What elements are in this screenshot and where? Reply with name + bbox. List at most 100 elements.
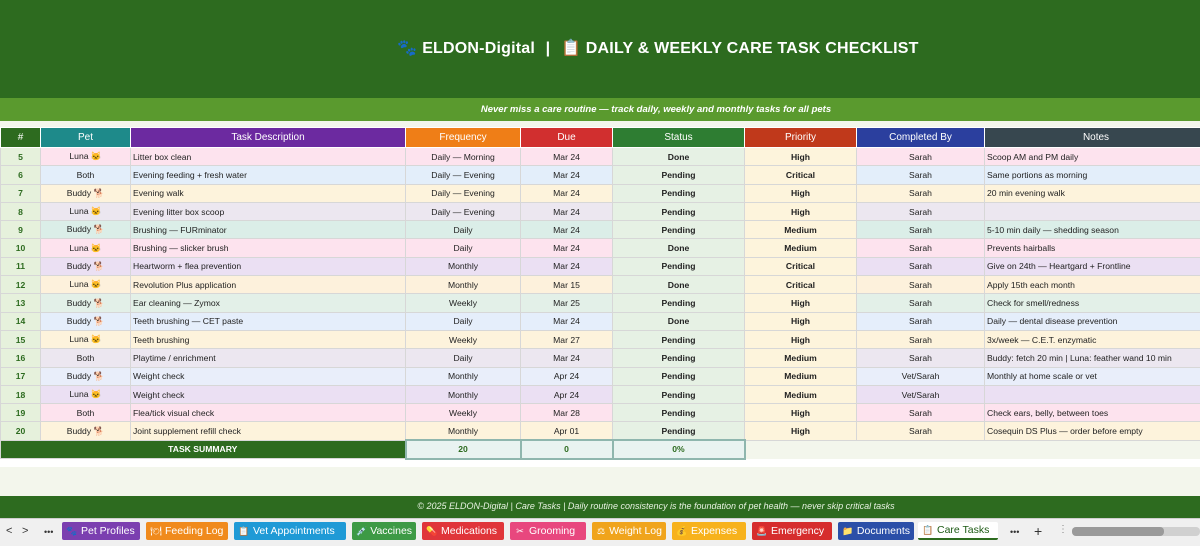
notes-cell[interactable]: 5-10 min daily — shedding season [984,220,1200,240]
due-cell[interactable]: Apr 01 [520,421,613,441]
frequency-cell[interactable]: Monthly [405,256,521,277]
sheet-tab-pet-profiles[interactable]: 🐾 Pet Profiles [62,522,140,540]
status-cell[interactable]: Pending [612,165,745,185]
row-number[interactable]: 5 [0,146,41,167]
col-header-due[interactable]: Due [520,127,613,148]
col-header-completed-by[interactable]: Completed By [856,127,985,148]
notes-cell[interactable]: Give on 24th — Heartgard + Frontline [984,256,1200,277]
status-cell[interactable]: Done [612,275,745,295]
row-number[interactable]: 12 [0,275,41,295]
due-cell[interactable]: Mar 24 [520,146,613,167]
pet-cell[interactable]: Buddy 🐕 [40,311,131,331]
col-header-frequency[interactable]: Frequency [405,127,521,148]
more-tabs-button[interactable]: ••• [1010,527,1020,537]
completed-by-cell[interactable]: Sarah [856,220,985,240]
col-header-num[interactable]: # [0,127,41,148]
row-number[interactable]: 6 [0,165,41,185]
task-cell[interactable]: Flea/tick visual check [130,403,406,423]
sheet-tab-documents[interactable]: 📁 Documents [838,522,914,540]
due-cell[interactable]: Mar 15 [520,275,613,295]
status-cell[interactable]: Pending [612,403,745,423]
col-header-status[interactable]: Status [612,127,745,148]
pet-cell[interactable]: Luna 🐱 [40,384,131,405]
notes-cell[interactable] [984,201,1200,222]
completed-by-cell[interactable]: Sarah [856,201,985,222]
pet-cell[interactable]: Buddy 🐕 [40,256,131,277]
notes-cell[interactable]: Apply 15th each month [984,275,1200,295]
task-cell[interactable]: Evening walk [130,183,406,203]
status-cell[interactable]: Done [612,146,745,167]
task-cell[interactable]: Brushing — slicker brush [130,238,406,258]
completed-by-cell[interactable]: Sarah [856,403,985,423]
frequency-cell[interactable]: Weekly [405,403,521,423]
frequency-cell[interactable]: Daily [405,311,521,331]
status-cell[interactable]: Pending [612,366,745,386]
status-cell[interactable]: Done [612,311,745,331]
priority-cell[interactable]: Medium [744,220,857,240]
completed-by-cell[interactable]: Sarah [856,293,985,313]
frequency-cell[interactable]: Daily [405,238,521,258]
notes-cell[interactable]: Same portions as morning [984,165,1200,185]
row-number[interactable]: 17 [0,366,41,386]
due-cell[interactable]: Mar 24 [520,348,613,368]
row-number[interactable]: 11 [0,256,41,277]
priority-cell[interactable]: Medium [744,238,857,258]
priority-cell[interactable]: Critical [744,275,857,295]
frequency-cell[interactable]: Weekly [405,329,521,350]
priority-cell[interactable]: Medium [744,348,857,368]
frequency-cell[interactable]: Monthly [405,366,521,386]
status-cell[interactable]: Pending [612,220,745,240]
priority-cell[interactable]: High [744,311,857,331]
due-cell[interactable]: Mar 24 [520,256,613,277]
sheet-tab-grooming[interactable]: ✂ Grooming [510,522,586,540]
task-cell[interactable]: Evening feeding + fresh water [130,165,406,185]
sheet-tab-vaccines[interactable]: 💉 Vaccines [352,522,416,540]
status-cell[interactable]: Pending [612,421,745,441]
priority-cell[interactable]: High [744,421,857,441]
pet-cell[interactable]: Luna 🐱 [40,146,131,167]
completed-by-cell[interactable]: Sarah [856,311,985,331]
frequency-cell[interactable]: Daily — Evening [405,183,521,203]
sheet-tab-weight-log[interactable]: ⚖ Weight Log [592,522,666,540]
priority-cell[interactable]: High [744,329,857,350]
more-sheets-button[interactable]: ••• [44,527,54,537]
due-cell[interactable]: Mar 24 [520,183,613,203]
pet-cell[interactable]: Luna 🐱 [40,238,131,258]
priority-cell[interactable]: High [744,293,857,313]
completed-by-cell[interactable]: Sarah [856,329,985,350]
task-cell[interactable]: Evening litter box scoop [130,201,406,222]
due-cell[interactable]: Apr 24 [520,384,613,405]
summary-label[interactable]: TASK SUMMARY [0,439,406,460]
completed-by-cell[interactable]: Sarah [856,165,985,185]
col-header-task[interactable]: Task Description [130,127,406,148]
pet-cell[interactable]: Both [40,403,131,423]
completed-by-cell[interactable]: Vet/Sarah [856,366,985,386]
notes-cell[interactable]: Buddy: fetch 20 min | Luna: feather wand… [984,348,1200,368]
status-cell[interactable]: Pending [612,329,745,350]
notes-cell[interactable]: 3x/week — C.E.T. enzymatic [984,329,1200,350]
frequency-cell[interactable]: Monthly [405,384,521,405]
col-header-priority[interactable]: Priority [744,127,857,148]
priority-cell[interactable]: High [744,146,857,167]
task-cell[interactable]: Playtime / enrichment [130,348,406,368]
task-cell[interactable]: Teeth brushing [130,329,406,350]
completed-by-cell[interactable]: Sarah [856,421,985,441]
pet-cell[interactable]: Both [40,348,131,368]
notes-cell[interactable]: Daily — dental disease prevention [984,311,1200,331]
due-cell[interactable]: Mar 24 [520,201,613,222]
row-number[interactable]: 9 [0,220,41,240]
status-cell[interactable]: Pending [612,293,745,313]
notes-cell[interactable]: 20 min evening walk [984,183,1200,203]
pet-cell[interactable]: Buddy 🐕 [40,421,131,441]
due-cell[interactable]: Mar 25 [520,293,613,313]
notes-cell[interactable]: Prevents hairballs [984,238,1200,258]
horizontal-scrollbar[interactable] [1072,527,1200,536]
row-number[interactable]: 16 [0,348,41,368]
scrollbar-divider-icon[interactable]: ⋮ [1058,524,1068,535]
task-cell[interactable]: Teeth brushing — CET paste [130,311,406,331]
completed-by-cell[interactable]: Sarah [856,146,985,167]
priority-cell[interactable]: High [744,183,857,203]
notes-cell[interactable]: Monthly at home scale or vet [984,366,1200,386]
completed-by-cell[interactable]: Sarah [856,183,985,203]
prev-sheet-button[interactable]: < [6,525,13,537]
